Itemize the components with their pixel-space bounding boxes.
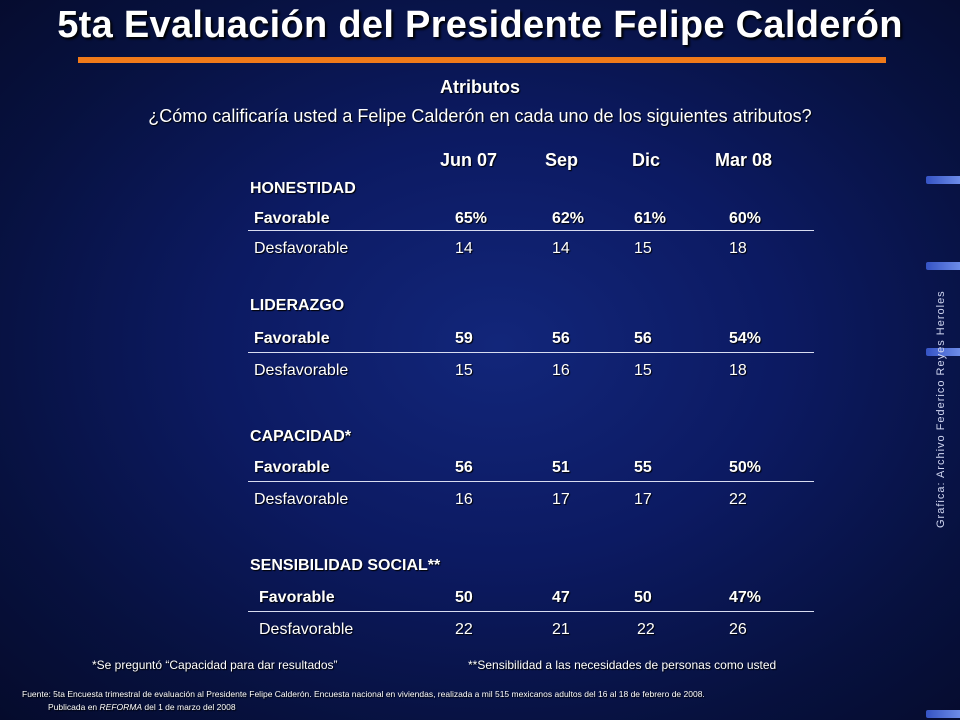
- image-credit: Grafica: Archivo Federico Reyes Heroles: [935, 290, 947, 528]
- table-cell: 17: [552, 491, 570, 508]
- table-cell: 56: [455, 459, 473, 476]
- table-cell: 18: [729, 362, 747, 379]
- publication-name: REFORMA: [99, 702, 143, 712]
- table-cell: 15: [634, 240, 652, 257]
- table-cell: 54%: [729, 330, 762, 347]
- row-label-desfavorable: Desfavorable: [259, 621, 354, 638]
- table-cell: 21: [552, 621, 570, 638]
- table-cell: 14: [455, 240, 473, 257]
- table-cell: 22: [637, 621, 655, 638]
- row-label-favorable: Favorable: [254, 210, 330, 227]
- section-sensibilidad-social: SENSIBILIDAD SOCIAL**: [250, 557, 441, 574]
- row-divider: [248, 481, 814, 482]
- table-cell: 65%: [455, 210, 488, 227]
- table-cell: 18: [729, 240, 747, 257]
- row-label-favorable: Favorable: [254, 459, 330, 476]
- table-cell: 15: [455, 362, 473, 379]
- table-cell: 16: [552, 362, 570, 379]
- decor-bar-4: [926, 710, 960, 718]
- subtitle: Atributos: [440, 77, 520, 97]
- table-cell: 22: [455, 621, 473, 638]
- table-cell: 50: [455, 589, 473, 606]
- footnote-sensibilidad: **Sensibilidad a las necesidades de pers…: [468, 658, 777, 672]
- decor-bar-2: [926, 262, 960, 270]
- decor-bar-1: [926, 176, 960, 184]
- section-honestidad: HONESTIDAD: [250, 180, 356, 197]
- decor-bar-3: [926, 348, 960, 356]
- footnote-capacidad: *Se preguntó “Capacidad para dar resulta…: [92, 658, 338, 672]
- section-liderazgo: LIDERAZGO: [250, 297, 345, 314]
- section-capacidad: CAPACIDAD*: [250, 428, 352, 445]
- table-cell: 62%: [552, 210, 585, 227]
- row-label-desfavorable: Desfavorable: [254, 491, 349, 508]
- publication-date: del 1 de marzo del 2008: [142, 702, 236, 712]
- table-cell: 50: [634, 589, 652, 606]
- publication-note: Publicada en REFORMA del 1 de marzo del …: [48, 702, 236, 712]
- table-cell: 59: [455, 330, 473, 347]
- row-label-desfavorable: Desfavorable: [254, 362, 349, 379]
- row-divider: [248, 611, 814, 612]
- table-cell: 22: [729, 491, 747, 508]
- page-title: 5ta Evaluación del Presidente Felipe Cal…: [57, 4, 903, 46]
- column-header-mar08: Mar 08: [715, 150, 773, 170]
- table-cell: 50%: [729, 459, 762, 476]
- table-cell: 51: [552, 459, 570, 476]
- row-label-desfavorable: Desfavorable: [254, 240, 349, 257]
- source-note: Fuente: 5ta Encuesta trimestral de evalu…: [22, 689, 705, 699]
- table-cell: 26: [729, 621, 747, 638]
- table-cell: 14: [552, 240, 570, 257]
- row-label-favorable: Favorable: [254, 330, 330, 347]
- title-underline: [78, 57, 886, 63]
- table-cell: 47: [552, 589, 570, 606]
- row-label-favorable: Favorable: [259, 589, 335, 606]
- table-cell: 56: [552, 330, 570, 347]
- table-cell: 15: [634, 362, 652, 379]
- column-header-dic: Dic: [632, 150, 661, 170]
- table-cell: 56: [634, 330, 652, 347]
- table-cell: 55: [634, 459, 652, 476]
- table-cell: 60%: [729, 210, 762, 227]
- table-cell: 16: [455, 491, 473, 508]
- row-divider: [248, 230, 814, 231]
- column-header-jun07: Jun 07: [440, 150, 498, 170]
- question: ¿Cómo calificaría usted a Felipe Calderó…: [148, 106, 812, 126]
- column-header-sep: Sep: [545, 150, 579, 170]
- row-divider: [248, 352, 814, 353]
- table-cell: 17: [634, 491, 652, 508]
- table-cell: 47%: [729, 589, 762, 606]
- publication-prefix: Publicada en: [48, 702, 100, 712]
- table-cell: 61%: [634, 210, 667, 227]
